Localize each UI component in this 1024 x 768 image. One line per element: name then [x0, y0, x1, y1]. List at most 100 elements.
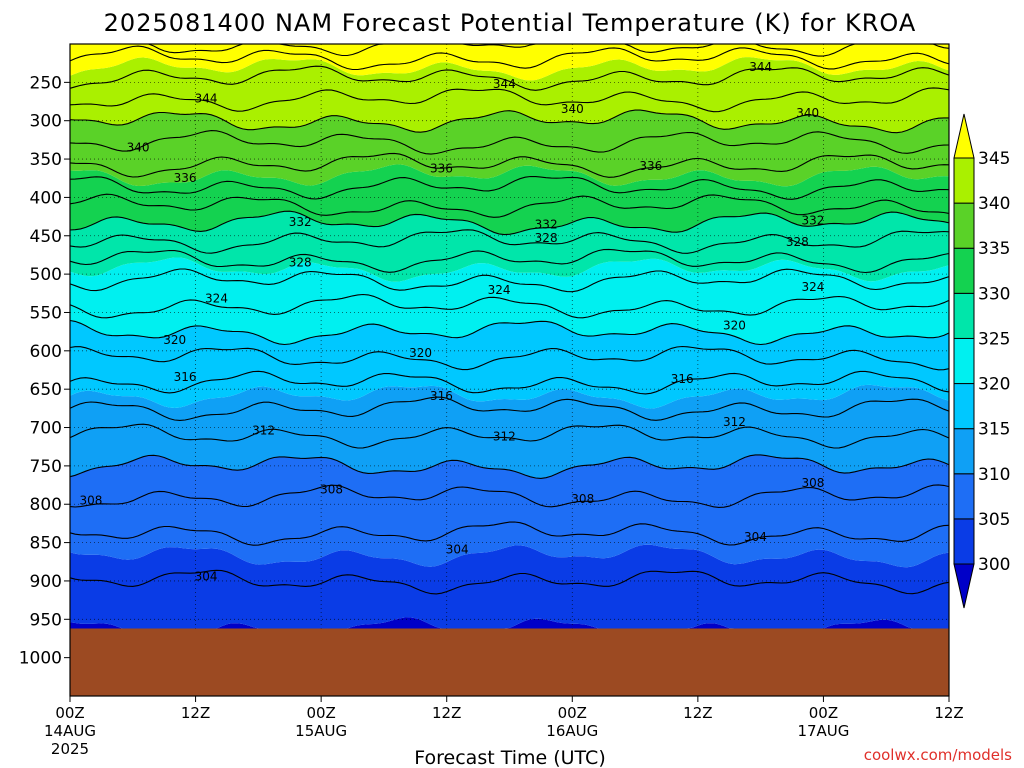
y-tick-label: 350 — [30, 150, 62, 170]
contour-label: 344 — [195, 91, 218, 105]
contour-label: 320 — [723, 319, 746, 333]
colorbar-label: 330 — [978, 284, 1010, 304]
contour-label: 344 — [749, 60, 772, 74]
contour-line-328 — [69, 229, 950, 254]
x-tick-label: 00Z — [809, 704, 838, 722]
x-tick-date: 14AUG — [44, 722, 96, 740]
contour-label: 336 — [639, 159, 662, 173]
y-tick-label: 700 — [30, 419, 62, 439]
contour-label: 336 — [430, 161, 453, 175]
y-tick-label: 400 — [30, 188, 62, 208]
contour-label: 316 — [174, 370, 197, 384]
contour-label: 308 — [571, 492, 594, 506]
contour-label: 308 — [79, 493, 102, 507]
contour-label: 304 — [446, 542, 469, 556]
y-tick-label: 1000 — [19, 649, 62, 669]
y-tick-label: 600 — [30, 342, 62, 362]
colorbar-segment — [953, 518, 975, 565]
fill-band-below — [70, 617, 949, 629]
colorbar-segment — [953, 202, 975, 249]
contour-label: 340 — [127, 141, 150, 155]
x-tick-date: 16AUG — [546, 722, 598, 740]
fill-band-340 — [70, 57, 949, 133]
contour-line-340 — [69, 109, 949, 134]
plot-frame — [69, 43, 950, 697]
y-tick-label: 650 — [30, 380, 62, 400]
contour-line-304 — [69, 569, 950, 595]
x-axis-label: Forecast Time (UTC) — [414, 747, 605, 768]
x-tick-date: 15AUG — [295, 722, 347, 740]
colorbar-top-arrow — [953, 113, 975, 159]
colorbar-segment — [953, 337, 975, 385]
contour-line-348 — [70, 43, 950, 57]
colorbar-label: 325 — [978, 329, 1010, 349]
contour-label: 320 — [409, 346, 432, 360]
contour-line-332 — [69, 193, 950, 218]
contour-label: 316 — [671, 372, 694, 386]
y-tick-label: 900 — [30, 572, 62, 592]
x-tick-label: 12Z — [934, 704, 963, 722]
fill-band-315 — [70, 320, 949, 409]
contour-label: 316 — [430, 389, 453, 403]
colorbar-label: 315 — [978, 420, 1010, 440]
contour-label: 304 — [744, 530, 767, 544]
y-axis-pressure-ticks: 250 300 350 400 450 500 550 600 650 700 750 800 850 9… — [19, 73, 70, 669]
chart-title: 2025081400 NAM Forecast Potential Temper… — [104, 9, 917, 37]
contour-line-344 — [69, 65, 950, 91]
contour-line-324 — [69, 268, 950, 293]
contour-label: 320 — [163, 333, 186, 347]
contour-label: 332 — [289, 215, 312, 229]
x-tick-label: 00Z — [558, 704, 587, 722]
contour-label: 344 — [493, 77, 516, 91]
y-tick-label: 750 — [30, 457, 62, 477]
y-tick-label: 250 — [30, 73, 62, 93]
y-tick-label: 800 — [30, 495, 62, 515]
contour-line-342 — [69, 87, 950, 113]
x-tick-label: 00Z — [306, 704, 335, 722]
colorbar-label: 305 — [978, 510, 1010, 530]
contour-line-326 — [69, 248, 950, 274]
fill-band-300 — [70, 544, 949, 629]
contour-label: 332 — [802, 213, 825, 227]
colorbar-label: 345 — [978, 149, 1010, 169]
fill-band-330 — [70, 164, 949, 235]
y-tick-label: 450 — [30, 227, 62, 247]
contour-line-312 — [69, 423, 950, 449]
colorbar-label: 340 — [978, 194, 1010, 214]
x-tick-year: 2025 — [51, 740, 89, 758]
contour-label: 328 — [786, 235, 809, 249]
colorbar-label: 300 — [978, 555, 1010, 575]
colorbar-segment — [953, 473, 975, 520]
colorbar-segment — [953, 428, 975, 475]
colorbar-segment — [953, 157, 975, 204]
contour-label: 308 — [320, 483, 343, 497]
contour-label: 324 — [488, 283, 511, 297]
x-tick-label: 12Z — [432, 704, 461, 722]
x-tick-date: 17AUG — [797, 722, 849, 740]
fill-band-325 — [70, 211, 949, 282]
colorbar-segment — [953, 292, 975, 339]
source-credit: coolwx.com/models — [864, 746, 1012, 764]
contour-label: 312 — [252, 424, 275, 438]
contour-line-322 — [69, 293, 950, 319]
colorbar-bottom-arrow — [953, 563, 975, 609]
contour-label: 324 — [802, 280, 825, 294]
plot-area — [70, 44, 949, 629]
contour-line-314 — [69, 396, 950, 421]
contour-line-336 — [69, 152, 950, 178]
contour-line-338 — [69, 130, 950, 155]
terrain-ground — [70, 628, 949, 696]
contour-label: 304 — [195, 569, 218, 583]
colorbar-segment — [953, 383, 975, 430]
contour-line-320 — [69, 319, 950, 346]
contour-label: 328 — [289, 256, 312, 270]
y-tick-label: 850 — [30, 534, 62, 554]
x-tick-label: 00Z — [55, 704, 84, 722]
contour-label: 312 — [723, 415, 746, 429]
y-tick-label: 300 — [30, 112, 62, 132]
x-tick-label: 12Z — [683, 704, 712, 722]
contour-label: 336 — [174, 171, 197, 185]
